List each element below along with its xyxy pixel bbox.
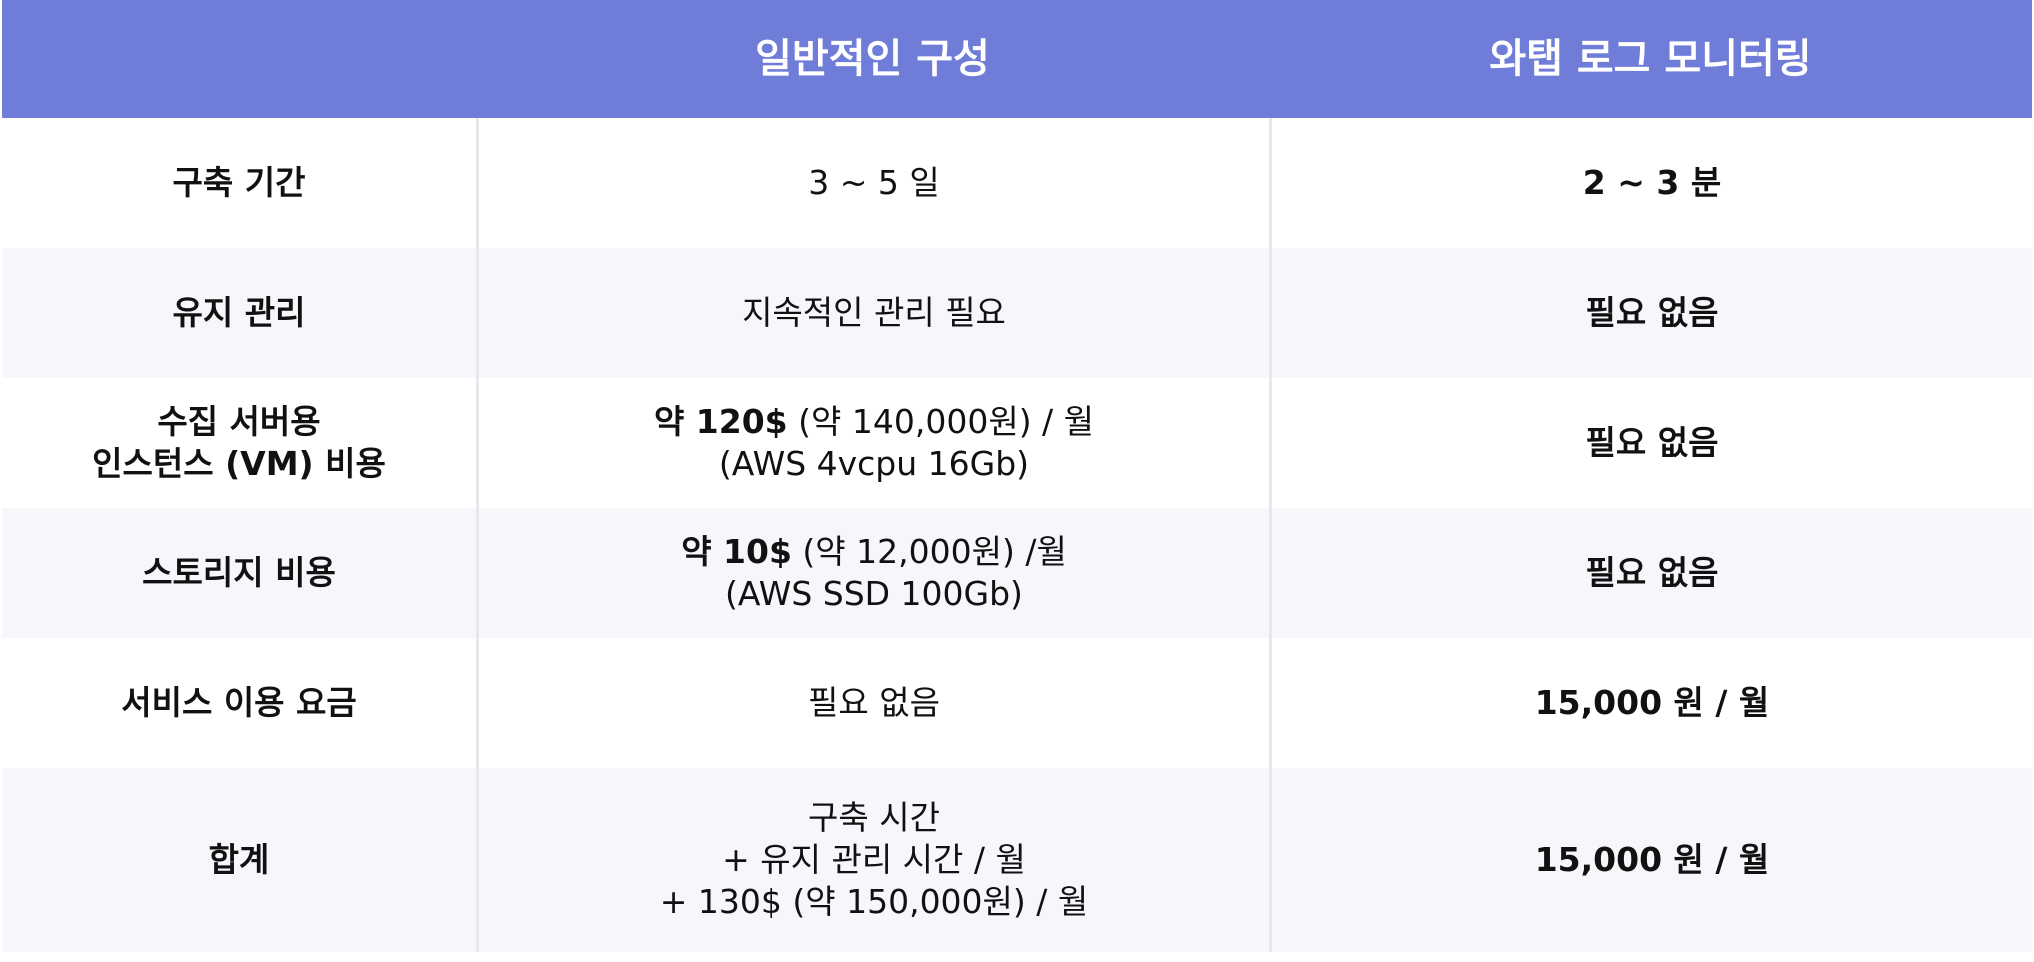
whatap-value: 필요 없음 bbox=[1269, 248, 2032, 378]
header-general-config: 일반적인 구성 bbox=[755, 36, 990, 82]
table-row: 구축 기간 3 ~ 5 일 2 ~ 3 분 bbox=[2, 118, 2032, 248]
table-row: 합계 구축 시간 + 유지 관리 시간 / 월 + 130$ (약 150,00… bbox=[2, 768, 2032, 952]
general-value: 필요 없음 bbox=[476, 638, 1269, 768]
whatap-value: 필요 없음 bbox=[1269, 508, 2032, 638]
table-row: 유지 관리 지속적인 관리 필요 필요 없음 bbox=[2, 248, 2032, 378]
general-price-strong: 약 10$ bbox=[681, 532, 792, 571]
general-price-line: 약 10$ (약 12,000원) /월 (AWS SSD 100Gb) bbox=[681, 531, 1067, 615]
row-label: 유지 관리 bbox=[172, 293, 306, 332]
table-row: 스토리지 비용 약 10$ (약 12,000원) /월 (AWS SSD 100… bbox=[2, 508, 2032, 638]
general-price-strong: 약 120$ bbox=[653, 402, 788, 441]
general-value: 약 120$ (약 140,000원) / 월 (AWS 4vcpu 16Gb) bbox=[476, 378, 1269, 508]
table-row: 서비스 이용 요금 필요 없음 15,000 원 / 월 bbox=[2, 638, 2032, 768]
header-whatap-log-monitoring: 와탭 로그 모니터링 bbox=[1489, 36, 1812, 82]
general-spec: (AWS 4vcpu 16Gb) bbox=[718, 444, 1030, 483]
general-price-rest: (약 140,000원) / 월 bbox=[787, 402, 1095, 441]
whatap-value: 필요 없음 bbox=[1269, 378, 2032, 508]
whatap-value: 15,000 원 / 월 bbox=[1269, 638, 2032, 768]
header-empty-cell bbox=[2, 0, 476, 118]
table-header: 일반적인 구성 와탭 로그 모니터링 bbox=[2, 0, 2032, 118]
general-value: 구축 시간 + 유지 관리 시간 / 월 + 130$ (약 150,000원)… bbox=[476, 768, 1269, 952]
general-price-line: 약 120$ (약 140,000원) / 월 (AWS 4vcpu 16Gb) bbox=[654, 401, 1094, 485]
row-label: 수집 서버용 인스턴스 (VM) 비용 bbox=[92, 402, 386, 483]
general-value: 약 10$ (약 12,000원) /월 (AWS SSD 100Gb) bbox=[476, 508, 1269, 638]
row-label: 합계 bbox=[208, 840, 270, 879]
general-value: 3 ~ 5 일 bbox=[476, 118, 1269, 248]
general-spec: (AWS SSD 100Gb) bbox=[725, 574, 1023, 613]
general-price-rest: (약 12,000원) /월 bbox=[791, 532, 1067, 571]
whatap-value: 2 ~ 3 분 bbox=[1269, 118, 2032, 248]
table-row: 수집 서버용 인스턴스 (VM) 비용 약 120$ (약 140,000원) … bbox=[2, 378, 2032, 508]
row-label: 서비스 이용 요금 bbox=[121, 683, 357, 722]
row-label: 구축 기간 bbox=[172, 163, 306, 202]
row-label: 스토리지 비용 bbox=[142, 553, 336, 592]
whatap-value: 15,000 원 / 월 bbox=[1269, 768, 2032, 952]
general-value: 지속적인 관리 필요 bbox=[476, 248, 1269, 378]
